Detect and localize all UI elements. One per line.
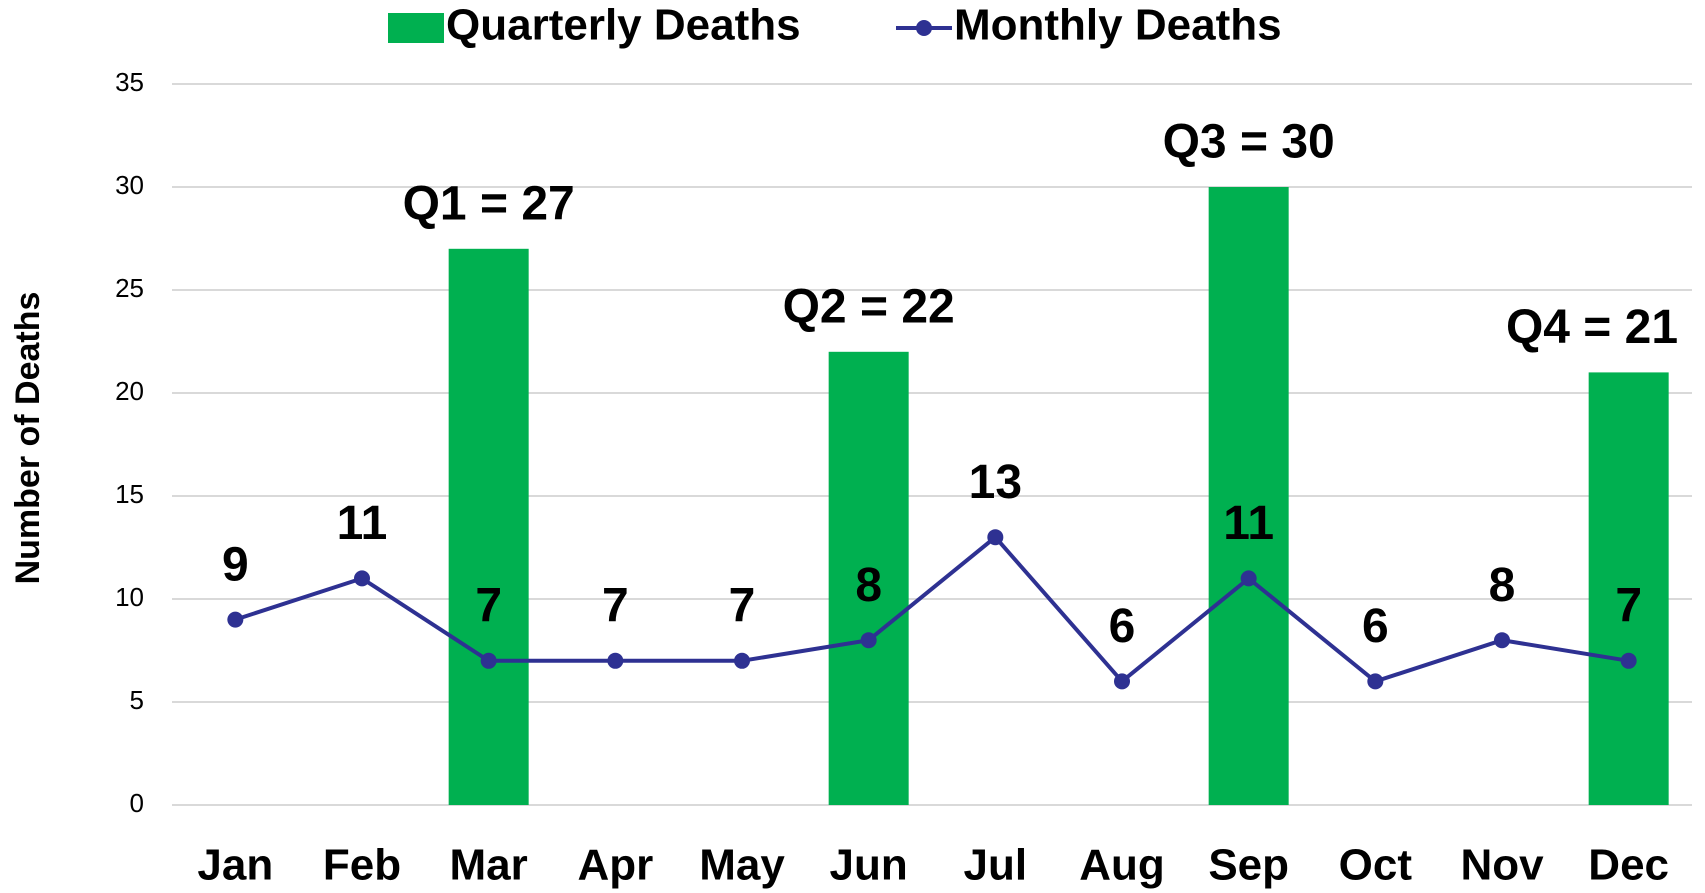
bar — [1208, 187, 1289, 805]
data-label: 6 — [1362, 600, 1389, 653]
point — [987, 529, 1004, 546]
bar — [448, 248, 529, 806]
y-tick-label: 5 — [130, 685, 144, 715]
data-label: 11 — [337, 497, 388, 550]
point — [354, 570, 370, 587]
point — [1114, 673, 1130, 690]
point — [734, 652, 750, 669]
data-label: 11 — [1223, 497, 1274, 550]
y-tick-label: 30 — [115, 170, 144, 200]
data-label: Q2 = 22 — [783, 280, 955, 333]
bar — [1588, 372, 1669, 805]
bar — [828, 351, 909, 805]
point — [1494, 632, 1510, 649]
x-tick-label: Oct — [1339, 841, 1413, 890]
x-tick-label: Jul — [964, 841, 1028, 890]
point — [1240, 570, 1257, 587]
point — [480, 652, 497, 669]
x-tick-label: May — [699, 841, 785, 890]
data-label: 8 — [1489, 559, 1516, 612]
data-label: Q1 = 27 — [403, 177, 575, 230]
x-tick-label: Mar — [450, 841, 528, 890]
data-label: 7 — [602, 579, 629, 632]
point — [1367, 673, 1384, 690]
y-tick-label: 20 — [115, 376, 144, 406]
data-label: 8 — [855, 559, 882, 612]
data-label: Q3 = 30 — [1163, 116, 1335, 169]
point — [227, 611, 244, 628]
y-tick-label: 25 — [115, 273, 144, 303]
x-tick-label: Apr — [577, 841, 653, 890]
data-label: 7 — [475, 579, 502, 632]
legend-swatch — [388, 13, 444, 43]
data-label: 9 — [222, 538, 249, 591]
point — [607, 652, 624, 669]
legend-label: Quarterly Deaths — [446, 1, 801, 50]
line — [234, 534, 1629, 685]
point — [860, 632, 877, 649]
data-label: 7 — [1615, 579, 1642, 632]
point — [1620, 652, 1637, 669]
y-tick-label: 0 — [130, 788, 144, 818]
data-label: 6 — [1109, 600, 1136, 653]
x-tick-label: Jan — [197, 841, 273, 890]
y-tick-label: 10 — [115, 582, 144, 612]
legend-swatch — [916, 20, 932, 36]
y-tick-label: 15 — [115, 479, 144, 509]
data-label: Q4 = 21 — [1506, 301, 1678, 354]
x-tick-label: Sep — [1208, 841, 1289, 890]
x-tick-label: Jun — [830, 841, 908, 890]
x-tick-label: Dec — [1588, 841, 1669, 890]
x-tick-label: Feb — [323, 841, 401, 890]
legend-label: Monthly Deaths — [954, 1, 1282, 50]
x-tick-label: Nov — [1460, 841, 1544, 890]
x-tick-label: Aug — [1079, 841, 1165, 890]
y-tick-label: 35 — [115, 67, 144, 97]
y-axis-title: Number of Deaths — [9, 292, 47, 585]
data-label: 7 — [729, 579, 756, 632]
data-label: 13 — [969, 456, 1022, 509]
